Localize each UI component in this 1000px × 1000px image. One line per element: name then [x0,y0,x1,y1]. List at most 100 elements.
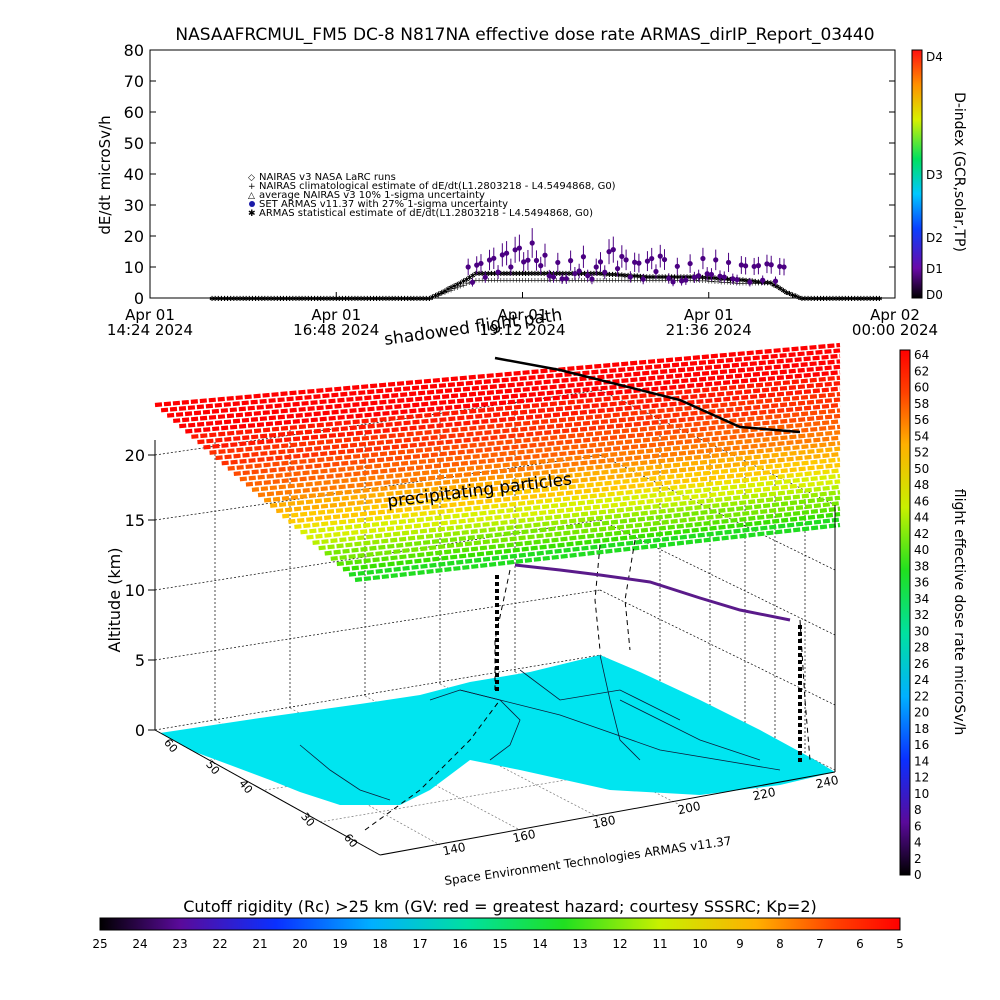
longitude-tick-label: 180 [592,813,617,831]
dindex-tick-label: D4 [926,50,943,64]
armas-point [563,276,569,282]
armas-point [640,276,646,282]
nairas-clim-point: + [436,291,442,299]
top-ytick-label: 50 [124,134,144,153]
armas-stat-point: ✱ [501,270,507,278]
armas-stat-point: ✱ [793,293,799,301]
armas-stat-point: ✱ [473,270,479,278]
armas-point [482,274,488,280]
dose-tick-label: 64 [914,348,929,362]
armas-stat-point: ✱ [588,270,594,278]
armas-stat-point: ✱ [433,292,439,300]
armas-stat-point: ✱ [470,272,476,280]
armas-point [589,276,595,282]
nairas-clim-point: + [256,295,262,303]
armas-stat-point: ✱ [492,270,498,278]
dose-colorbar-label: flight effective dose rate microSv/h [951,489,967,735]
nairas-clim-point: + [582,276,588,284]
nairas-clim-point: + [606,276,612,284]
armas-stat-point: ✱ [796,294,802,302]
shadowed-flight-path [364,539,811,831]
dose-slab-line [269,446,841,508]
nairas-clim-point: + [628,276,634,284]
rc-tick-label: 10 [692,937,707,951]
nairas-clim-point: + [290,295,296,303]
nairas-clim-point: + [662,276,668,284]
nairas-clim-point: + [228,295,234,303]
armas-point [469,279,476,285]
armas-point [585,273,591,279]
nairas-clim-point: + [237,295,243,303]
top-ytick-label: 30 [124,196,144,215]
nairas-clim-point: + [485,276,491,284]
figure-title: NASAAFRCMUL_FM5 DC-8 N817NA effective do… [175,25,874,45]
armas-stat-point: ✱ [718,275,724,283]
nairas-clim-point: + [352,295,358,303]
armas-stat-point: ✱ [846,295,852,303]
map-water [160,655,835,805]
nairas-clim-point: + [749,280,755,288]
dose-tick-label: 58 [914,397,929,411]
rc-tick-label: 18 [372,937,387,951]
armas-stat-point: ✱ [305,295,311,303]
armas-point [533,257,540,264]
armas-stat-point: ✱ [864,295,870,303]
dose-tick-label: 52 [914,446,929,460]
dose-slab-line [330,501,841,561]
climb-descent-point [495,596,499,600]
armas-stat-point: ✱ [228,295,234,303]
armas-stat-point: ✱ [253,295,259,303]
dose-tick-label: 8 [914,803,922,817]
nairas-clim-point: + [442,289,448,297]
climb-descent-point [495,603,499,607]
top-y-axis: 0 10 20 30 40 50 60 70 80 [124,41,895,308]
armas-stat-point: ✱ [343,295,349,303]
legend-marker-armas [249,201,255,207]
dose-slab-line [251,430,841,492]
armas-stat-point: ✱ [600,270,606,278]
armas-stat-point: ✱ [504,270,510,278]
armas-stat-point: ✱ [464,276,470,284]
nairas-clim-point: + [516,276,522,284]
dindex-tick-label: D1 [926,262,943,276]
longitude-ticks: 140 160 180 200 220 240 [442,773,840,858]
armas-point [499,252,505,258]
dose-slab-line [348,517,841,577]
armas-stat-point: ✱ [349,295,355,303]
armas-stat-point: ✱ [833,295,839,303]
legend-entry-nairas-avg: average NAIRAS v3 10% 1-sigma uncertaint… [259,190,485,201]
armas-stat-point: ✱ [774,283,780,291]
nairas-clim-point: + [346,295,352,303]
armas-stat-point: ✱ [579,270,585,278]
dose-tick-label: 6 [914,819,922,833]
credit-text: Space Environment Technologies ARMAS v11… [443,834,732,888]
dose-slab-line [336,506,841,567]
longitude-tick-label: 140 [442,840,467,858]
armas-point [465,264,471,270]
dose-slab-line [318,490,841,551]
top-xtick-label-line2: 21:36 2024 [666,321,752,339]
nairas-clim-point: + [846,295,852,303]
armas-stat-point: ✱ [520,270,526,278]
armas-point [576,268,582,274]
armas-stat-point: ✱ [513,270,519,278]
nairas-clim-point: + [380,295,386,303]
latitude-tick-label: 30 [298,810,317,829]
nairas-clim-point: + [423,295,429,303]
dose-tick-label: 60 [914,381,929,395]
armas-stat-point: ✱ [557,270,563,278]
rc-tick-label: 11 [652,937,667,951]
armas-stat-point: ✱ [243,295,249,303]
dose-tick-label: 56 [914,413,929,427]
armas-stat-point: ✱ [426,295,432,303]
armas-point [781,264,787,270]
armas-stat-point: ✱ [281,295,287,303]
rc-tick-label: 8 [776,937,784,951]
nairas-clim-point: + [631,276,637,284]
nairas-clim-point: + [821,295,827,303]
climb-descent-point [798,702,802,706]
armas-stat-point: ✱ [364,295,370,303]
armas-point [619,253,625,260]
armas-stat-point: ✱ [423,295,429,303]
nairas-clim-point: + [805,295,811,303]
